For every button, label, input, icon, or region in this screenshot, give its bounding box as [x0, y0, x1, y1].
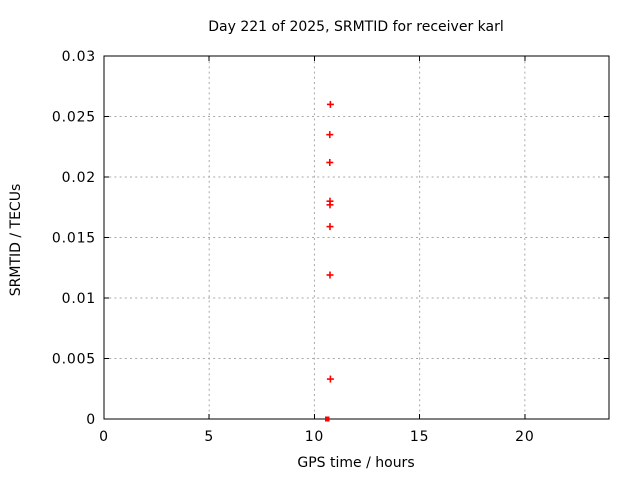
grid-layer: [104, 56, 609, 419]
data-point-zero-cluster: [325, 416, 330, 422]
y-tick-label: 0: [86, 412, 96, 428]
x-tick-label: 15: [410, 429, 429, 445]
y-tick-label: 0.03: [62, 49, 96, 65]
y-tick-label: 0.01: [62, 291, 96, 307]
x-tick-label: 5: [204, 429, 214, 445]
y-axis-label: SRMTID / TECUs: [8, 184, 24, 297]
y-tick-label: 0.02: [62, 170, 96, 186]
data-point-plus: [326, 223, 334, 231]
y-tick-label: 0.025: [52, 110, 96, 126]
data-point-plus: [326, 375, 334, 383]
chart-title: Day 221 of 2025, SRMTID for receiver kar…: [208, 19, 504, 35]
data-point-plus: [326, 271, 334, 279]
data-point-plus: [326, 131, 334, 139]
x-tick-label: 10: [305, 429, 324, 445]
x-axis-label: GPS time / hours: [297, 455, 414, 471]
plot-border: [103, 55, 610, 420]
y-tick-label: 0.015: [52, 231, 96, 247]
y-tick-label: 0.005: [52, 352, 96, 368]
data-point-plus: [326, 100, 334, 108]
x-tick-label: 20: [515, 429, 534, 445]
x-tick-label: 0: [99, 429, 109, 445]
axis-layer: 0 5 10 15 20 0 0.005 0.01 0.015 0.02 0.025 0.03: [52, 49, 610, 445]
data-points-layer: [324, 100, 334, 422]
data-point-plus: [326, 158, 334, 166]
data-point-plus: [326, 201, 334, 209]
